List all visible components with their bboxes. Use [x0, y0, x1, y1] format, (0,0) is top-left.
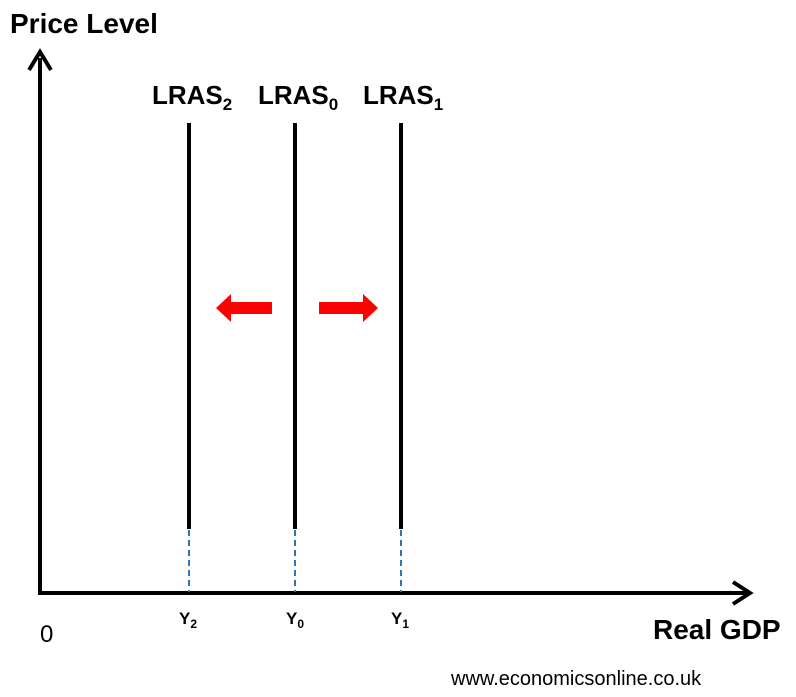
watermark-url: www.economicsonline.co.uk: [450, 668, 702, 690]
y-0-label: Y0: [286, 609, 304, 631]
left-arrow-icon: [216, 294, 272, 322]
lras-1-label: LRAS1: [363, 80, 443, 114]
lras-2-label: LRAS2: [152, 80, 232, 114]
origin-label: 0: [40, 621, 53, 648]
y-2-label: Y2: [179, 609, 197, 631]
right-arrow-icon: [319, 294, 378, 322]
y-axis-arrowhead: [27, 48, 53, 72]
y-1-label: Y1: [391, 609, 409, 631]
x-axis-label: Real GDP: [653, 614, 781, 645]
lras-0-label: LRAS0: [258, 80, 338, 114]
y-axis-label: Price Level: [10, 8, 158, 39]
x-axis-arrowhead: [731, 580, 754, 606]
